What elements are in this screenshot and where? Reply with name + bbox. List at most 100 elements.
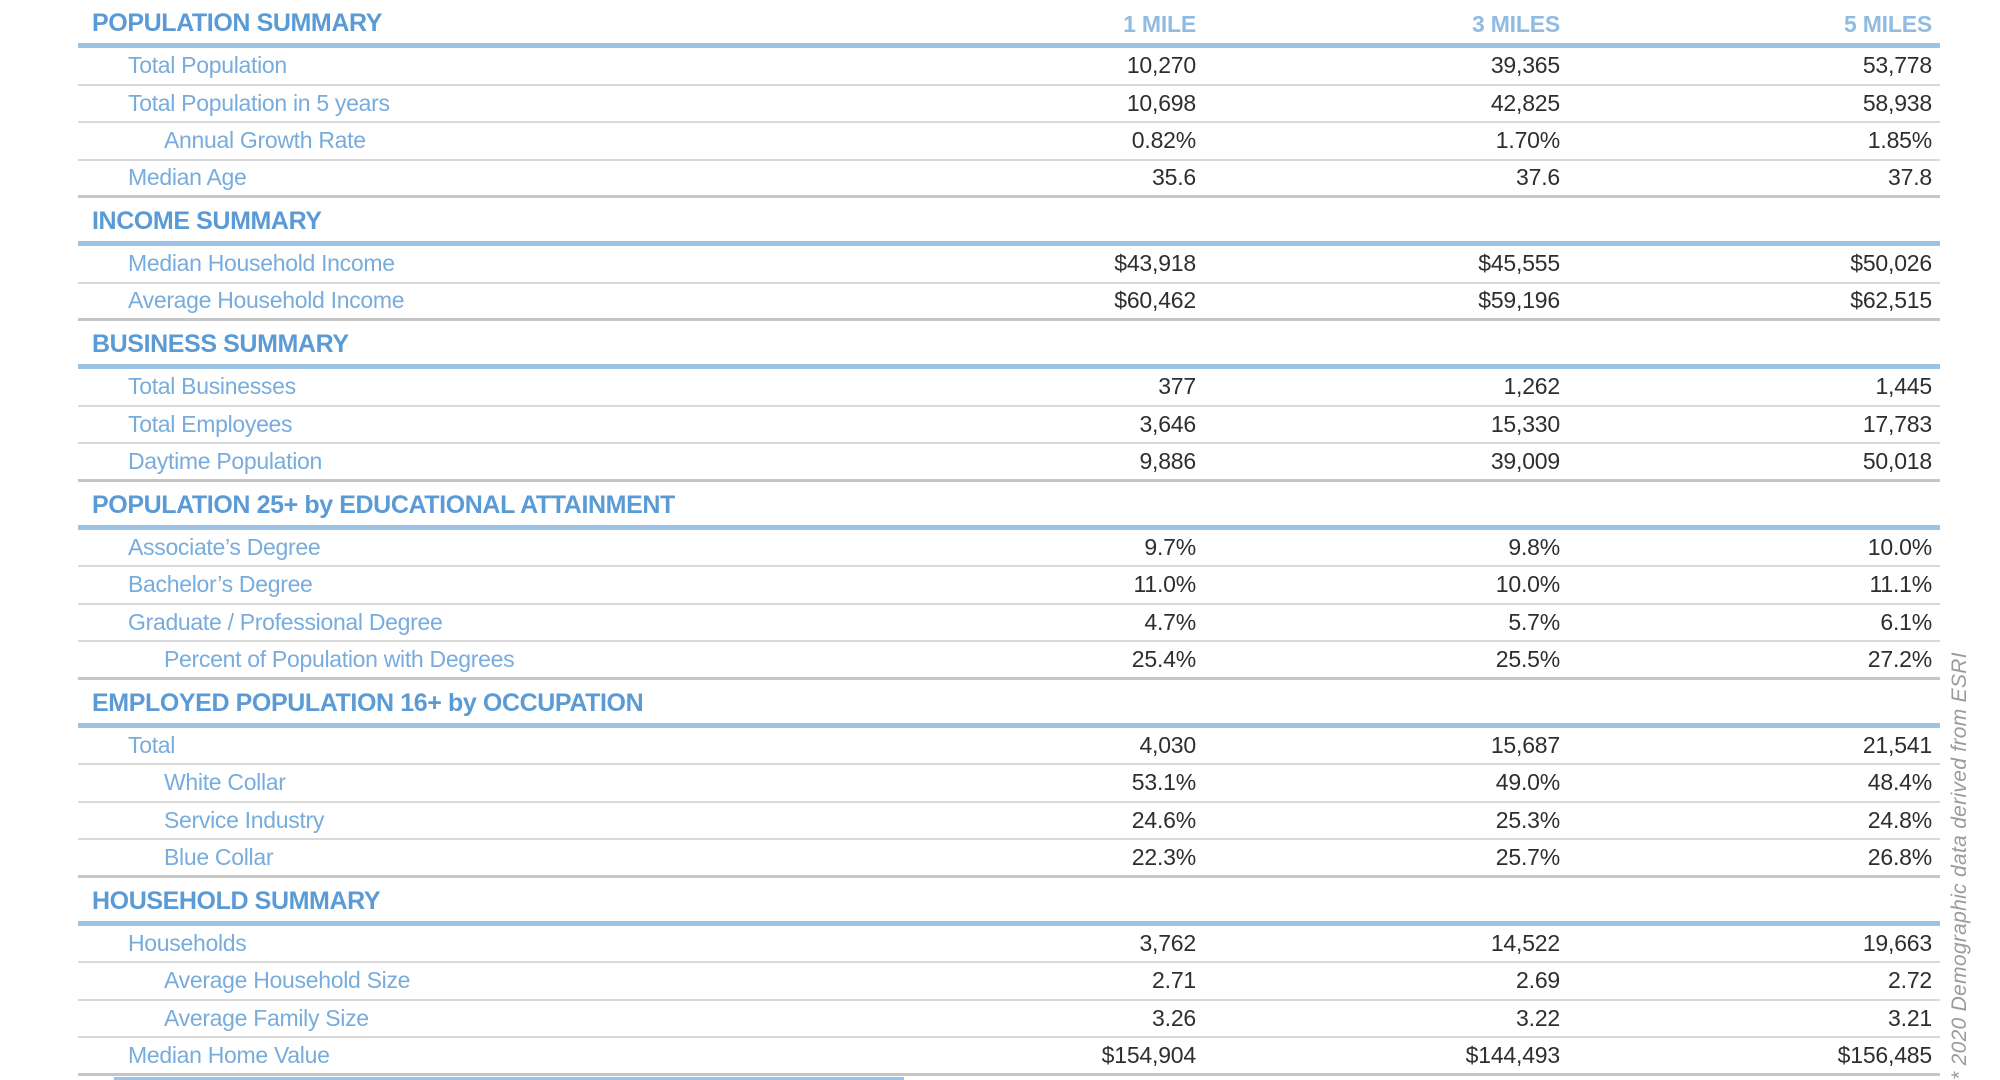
row-value-5miles: 6.1% bbox=[1880, 608, 1932, 635]
section-title: INCOME SUMMARY bbox=[92, 207, 322, 235]
table-row: Households 3,762 14,522 19,663 bbox=[78, 926, 1940, 963]
data-source-footnote: * 2020 Demographic data derived from ESR… bbox=[1948, 652, 1971, 1080]
row-label: Average Household Income bbox=[128, 287, 405, 314]
table-row: Service Industry 24.6% 25.3% 24.8% bbox=[78, 803, 1940, 840]
row-value-5miles: 2.72 bbox=[1888, 967, 1932, 994]
row-value-5miles: $50,026 bbox=[1850, 250, 1932, 277]
row-value-1mile: 35.6 bbox=[1152, 164, 1196, 191]
row-label: White Collar bbox=[164, 769, 286, 796]
section-title: POPULATION SUMMARY bbox=[92, 9, 383, 37]
table-row: Total 4,030 15,687 21,541 bbox=[78, 728, 1940, 765]
row-label: Graduate / Professional Degree bbox=[128, 608, 443, 635]
row-value-1mile: $60,462 bbox=[1114, 287, 1196, 314]
row-value-5miles: 50,018 bbox=[1862, 447, 1932, 474]
row-label: Median Age bbox=[128, 164, 247, 191]
row-value-3miles: 25.5% bbox=[1495, 645, 1560, 672]
row-value-5miles: 1.85% bbox=[1867, 127, 1932, 154]
column-header-5miles: 5 MILES bbox=[1843, 11, 1932, 37]
table-section: HOUSEHOLD SUMMARY Households 3,762 14,52… bbox=[78, 878, 1940, 1076]
row-value-5miles: 19,663 bbox=[1862, 929, 1932, 956]
row-value-5miles: 21,541 bbox=[1862, 731, 1932, 758]
row-value-1mile: 4,030 bbox=[1139, 731, 1196, 758]
row-value-3miles: 9.8% bbox=[1508, 533, 1560, 560]
row-value-3miles: 2.69 bbox=[1516, 967, 1560, 994]
row-value-5miles: 37.8 bbox=[1888, 164, 1932, 191]
table-section: POPULATION 25+ by EDUCATIONAL ATTAINMENT… bbox=[78, 482, 1940, 680]
row-value-3miles: 49.0% bbox=[1495, 769, 1560, 796]
section-header: INCOME SUMMARY bbox=[78, 198, 1940, 246]
row-value-5miles: 26.8% bbox=[1867, 843, 1932, 870]
section-header: HOUSEHOLD SUMMARY bbox=[78, 878, 1940, 926]
section-header: POPULATION SUMMARY 1 MILE 3 MILES 5 MILE… bbox=[78, 0, 1940, 48]
row-value-3miles: 15,687 bbox=[1490, 731, 1560, 758]
row-label: Average Family Size bbox=[164, 1004, 369, 1031]
row-value-1mile: 3.26 bbox=[1152, 1004, 1196, 1031]
row-label: Total Businesses bbox=[128, 373, 296, 400]
row-label: Annual Growth Rate bbox=[164, 127, 366, 154]
section-header: POPULATION 25+ by EDUCATIONAL ATTAINMENT bbox=[78, 482, 1940, 530]
row-value-1mile: 9.7% bbox=[1144, 533, 1196, 560]
row-value-3miles: 39,365 bbox=[1490, 52, 1560, 79]
row-value-3miles: 25.3% bbox=[1495, 806, 1560, 833]
row-value-1mile: $43,918 bbox=[1114, 250, 1196, 277]
row-value-3miles: 15,330 bbox=[1490, 410, 1560, 437]
row-value-5miles: 11.1% bbox=[1869, 571, 1932, 598]
table-row: Median Household Income $43,918 $45,555 … bbox=[78, 246, 1940, 284]
row-label: Daytime Population bbox=[128, 447, 323, 474]
section-title: EMPLOYED POPULATION 16+ by OCCUPATION bbox=[92, 688, 644, 717]
section-title: HOUSEHOLD SUMMARY bbox=[92, 886, 381, 915]
row-value-1mile: 25.4% bbox=[1131, 645, 1196, 672]
table-section: EMPLOYED POPULATION 16+ by OCCUPATION To… bbox=[78, 680, 1940, 878]
row-label: Total bbox=[128, 731, 176, 758]
table-row: White Collar 53.1% 49.0% 48.4% bbox=[78, 765, 1940, 803]
row-value-1mile: 9,886 bbox=[1139, 447, 1196, 474]
row-value-3miles: 1,262 bbox=[1503, 373, 1560, 400]
row-value-5miles: 48.4% bbox=[1867, 769, 1932, 796]
row-value-1mile: 377 bbox=[1158, 373, 1196, 400]
row-value-5miles: $62,515 bbox=[1850, 287, 1932, 314]
table-row: Average Household Income $60,462 $59,196… bbox=[78, 284, 1940, 321]
section-header: EMPLOYED POPULATION 16+ by OCCUPATION bbox=[78, 680, 1940, 728]
row-value-5miles: 1,445 bbox=[1875, 373, 1932, 400]
row-value-5miles: 27.2% bbox=[1867, 645, 1932, 672]
section-title: BUSINESS SUMMARY bbox=[92, 330, 349, 358]
table-row: Blue Collar 22.3% 25.7% 26.8% bbox=[78, 840, 1940, 878]
row-value-5miles: 3.21 bbox=[1888, 1004, 1932, 1031]
row-value-3miles: $144,493 bbox=[1465, 1041, 1561, 1068]
row-value-1mile: 4.7% bbox=[1144, 608, 1196, 635]
row-value-1mile: 0.82% bbox=[1131, 127, 1196, 154]
row-value-3miles: 37.6 bbox=[1516, 164, 1560, 191]
table-row: Total Employees 3,646 15,330 17,783 bbox=[78, 407, 1940, 444]
row-value-5miles: 17,783 bbox=[1862, 410, 1932, 437]
table-section: POPULATION SUMMARY 1 MILE 3 MILES 5 MILE… bbox=[78, 0, 1940, 198]
row-label: Median Household Income bbox=[128, 250, 395, 277]
row-label: Average Household Size bbox=[164, 967, 411, 994]
table-row: Associate’s Degree 9.7% 9.8% 10.0% bbox=[78, 530, 1940, 567]
row-value-3miles: 25.7% bbox=[1495, 843, 1560, 870]
row-label: Total Population bbox=[128, 52, 287, 79]
bottom-section-rule-fragment bbox=[114, 1077, 904, 1080]
row-value-1mile: 24.6% bbox=[1131, 806, 1196, 833]
table-row: Total Population in 5 years 10,698 42,82… bbox=[78, 86, 1940, 123]
row-label: Blue Collar bbox=[164, 843, 274, 870]
row-value-5miles: 24.8% bbox=[1867, 806, 1932, 833]
row-value-1mile: $154,904 bbox=[1101, 1041, 1197, 1068]
row-value-5miles: 58,938 bbox=[1862, 89, 1932, 116]
row-value-1mile: 3,646 bbox=[1139, 410, 1196, 437]
row-value-3miles: 39,009 bbox=[1490, 447, 1560, 474]
row-value-3miles: $59,196 bbox=[1478, 287, 1560, 314]
table-row: Daytime Population 9,886 39,009 50,018 bbox=[78, 444, 1940, 482]
column-header-1mile: 1 MILE bbox=[1123, 11, 1196, 37]
table-section: INCOME SUMMARY Median Household Income $… bbox=[78, 198, 1940, 321]
table-row: Graduate / Professional Degree 4.7% 5.7%… bbox=[78, 605, 1940, 642]
row-label: Total Employees bbox=[128, 410, 293, 437]
table-row: Average Family Size 3.26 3.22 3.21 bbox=[78, 1001, 1940, 1038]
table-row: Median Home Value $154,904 $144,493 $156… bbox=[78, 1038, 1940, 1076]
table-row: Total Population 10,270 39,365 53,778 bbox=[78, 48, 1940, 86]
row-label: Percent of Population with Degrees bbox=[164, 645, 515, 672]
table-row: Bachelor’s Degree 11.0% 10.0% 11.1% bbox=[78, 567, 1940, 605]
row-value-5miles: $156,485 bbox=[1837, 1041, 1933, 1068]
row-value-3miles: $45,555 bbox=[1478, 250, 1560, 277]
row-label: Bachelor’s Degree bbox=[128, 571, 313, 598]
